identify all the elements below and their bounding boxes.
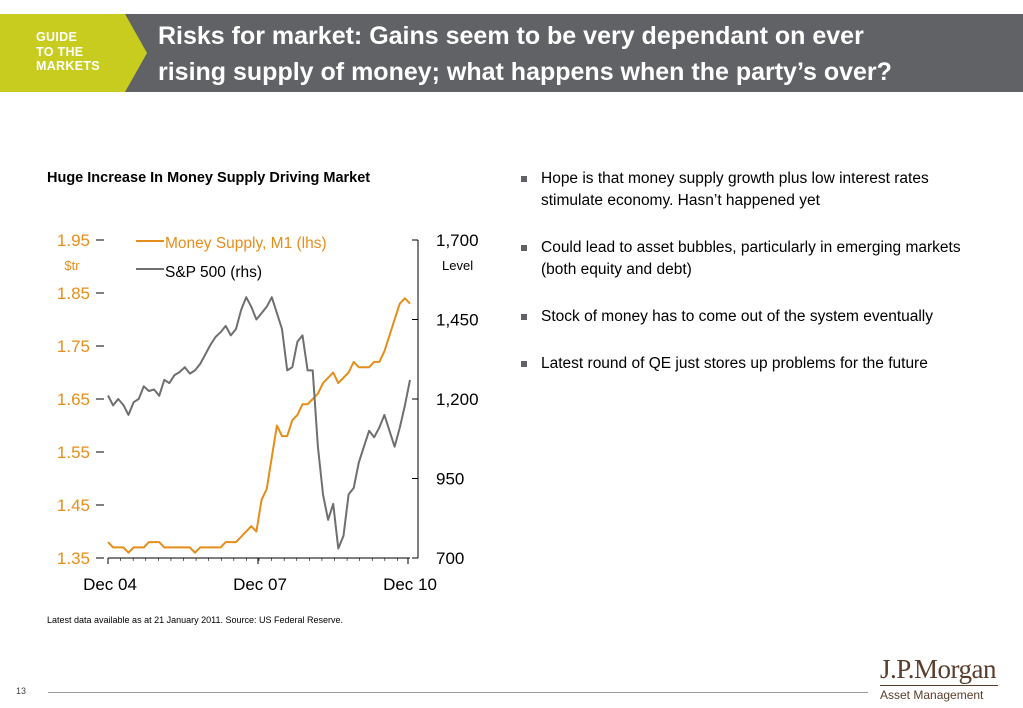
bullet-list: Hope is that money supply growth plus lo…: [520, 168, 980, 400]
left-tick-label: 1.85: [57, 284, 90, 303]
bullet-item: Stock of money has to come out of the sy…: [520, 306, 980, 328]
chart-title: Huge Increase In Money Supply Driving Ma…: [47, 170, 371, 186]
footer-divider: [48, 692, 868, 693]
guide-line-1: GUIDE: [36, 30, 78, 44]
money-supply-line: [107, 297, 411, 554]
left-tick-label: 1.75: [57, 337, 90, 356]
bullet-text: Hope is that money supply growth plus lo…: [541, 170, 929, 209]
guide-badge-text: GUIDE TO THE MARKETS: [36, 30, 100, 74]
right-tick-label: 700: [436, 549, 464, 568]
guide-badge-shape: [0, 14, 147, 92]
right-tick-label: 1,450: [436, 311, 479, 330]
header-bar: [0, 14, 1023, 92]
page-title: Risks for market: Gains seem to be very …: [158, 18, 1018, 90]
legend-sp500-label: S&P 500 (rhs): [165, 264, 262, 281]
bullet-text: Stock of money has to come out of the sy…: [541, 308, 934, 325]
x-tick-label: Dec 04: [83, 575, 137, 594]
bullet-marker: [521, 314, 527, 320]
bullet-marker: [521, 361, 527, 367]
bullet-item: Latest round of QE just stores up proble…: [520, 353, 980, 375]
page-title-line-1: Risks for market: Gains seem to be very …: [158, 22, 864, 50]
bullet-marker: [521, 245, 527, 251]
page-number: 13: [16, 686, 27, 696]
left-tick-label: 1.35: [57, 549, 90, 568]
right-axis-unit: Level: [442, 258, 473, 273]
bullet-marker: [521, 176, 527, 182]
guide-line-3: MARKETS: [36, 59, 100, 73]
legend-money-supply-label: Money Supply, M1 (lhs): [165, 235, 327, 252]
jpmorgan-logo: J.P.Morgan Asset Management: [880, 655, 1002, 702]
left-tick-label: 1.55: [57, 443, 90, 462]
x-tick-label: Dec 07: [233, 575, 287, 594]
right-tick-label: 950: [436, 470, 464, 489]
page-title-line-2: rising supply of money; what happens whe…: [158, 58, 892, 86]
guide-badge: GUIDE TO THE MARKETS: [0, 14, 160, 92]
brand-rule: [880, 685, 998, 686]
footnote: Latest data available as at 21 January 2…: [47, 615, 344, 625]
right-tick-label: 1,200: [436, 390, 479, 409]
left-tick-label: 1.45: [57, 496, 90, 515]
guide-line-2: TO THE: [36, 44, 84, 59]
brand-subtitle: Asset Management: [880, 688, 984, 702]
left-axis-unit: $tr: [64, 258, 80, 273]
left-tick-label: 1.95: [57, 231, 90, 250]
bullet-text: Latest round of QE just stores up proble…: [541, 355, 928, 372]
bullet-item: Could lead to asset bubbles, particularl…: [520, 237, 980, 281]
right-tick-label: 1,700: [436, 231, 479, 250]
sp500-line: [107, 296, 411, 550]
x-tick-label: Dec 10: [383, 575, 437, 594]
bullet-item: Hope is that money supply growth plus lo…: [520, 168, 980, 212]
bullet-text: Could lead to asset bubbles, particularl…: [541, 239, 961, 278]
brand-name: J.P.Morgan: [880, 654, 997, 684]
left-tick-label: 1.65: [57, 390, 90, 409]
